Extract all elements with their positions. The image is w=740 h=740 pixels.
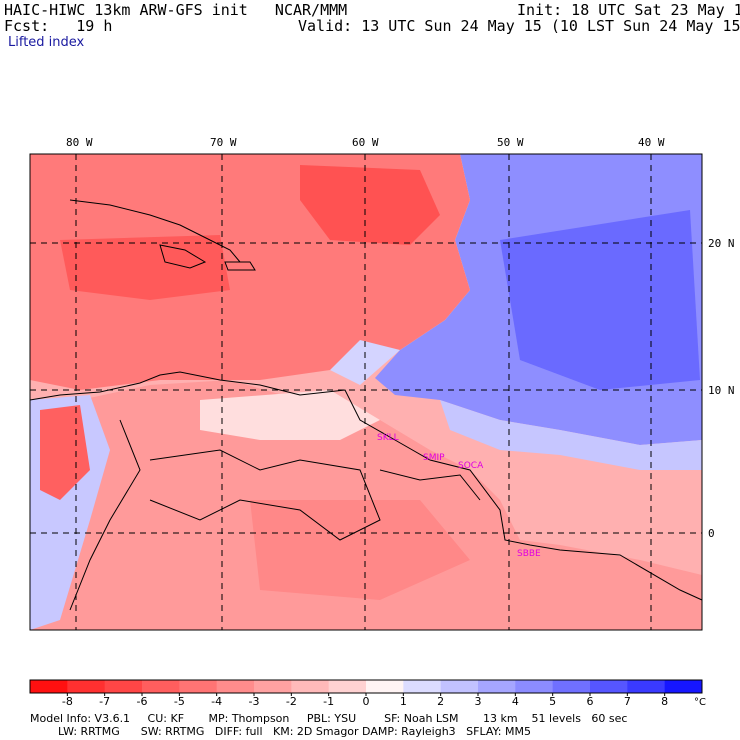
colorbar-swatch [104, 680, 143, 693]
model-title: HAIC-HIWC 13km ARW-GFS init NCAR/MMM [4, 1, 348, 19]
lon-labels: 80 W 70 W 60 W 50 W 40 W [66, 136, 665, 149]
colorbar-tick-label: 6 [587, 695, 594, 708]
station-soca: SOCA [458, 461, 484, 471]
colorbar-swatch [142, 680, 180, 693]
colorbar-swatch [366, 680, 404, 693]
colorbar-swatch [627, 680, 666, 693]
guiana-contour [379, 469, 481, 501]
colorbar-tick-label: -8 [62, 695, 73, 708]
colorbar-tick-label: 7 [624, 695, 631, 708]
basin-contour [149, 449, 381, 541]
station-skll: SKLL [377, 433, 399, 443]
colorbar-swatch [328, 680, 367, 693]
colorbar: -8 -7 -6 -5 -4 -3 -2 -1 0 1 2 3 4 5 6 7 8 °C [29, 679, 706, 708]
colorbar-unit: °C [694, 697, 706, 708]
colorbar-tick-label: 8 [661, 695, 668, 708]
footer-physics-info: LW: RRTMG SW: RRTMG DIFF: full KM: 2D Sm… [30, 725, 531, 738]
map-frame [29, 153, 703, 631]
station-labels: SKLL SMIP SOCA SBBE [377, 433, 541, 559]
hispaniola-coast [159, 244, 207, 269]
colorbar-swatch [30, 680, 68, 693]
colorbar-swatch [291, 680, 330, 693]
lat-labels: 20 N 10 N 0 [708, 237, 735, 540]
transition-band-south [440, 400, 702, 470]
colorbar-tick-label: 4 [512, 695, 519, 708]
amazon-region [250, 500, 470, 600]
stable-region-core [500, 210, 700, 390]
colorbar-swatch [254, 680, 292, 693]
venezuela-neutral [200, 390, 380, 440]
colorbar-swatch [440, 680, 479, 693]
footer-model-info: Model Info: V3.6.1 CU: KF MP: Thompson P… [30, 712, 628, 725]
unstable-core-atlantic [300, 165, 440, 245]
colorbar-tick-label: 1 [400, 695, 407, 708]
colorbar-tick-label: -7 [99, 695, 110, 708]
forecast-hour: Fcst: 19 h [4, 17, 113, 35]
lon-label-80w: 80 W [66, 136, 93, 149]
field-name: Lifted index [8, 35, 85, 50]
colorbar-tick-label: -3 [249, 695, 260, 708]
colorbar-swatch [403, 680, 442, 693]
colorbar-tick-label: 0 [363, 695, 370, 708]
colorbar-swatch [664, 680, 703, 693]
lat-label-0: 0 [708, 527, 715, 540]
unstable-core-west [60, 235, 230, 300]
station-smip: SMIP [423, 453, 445, 463]
colorbar-tick-label: -1 [323, 695, 334, 708]
coastlines [29, 199, 703, 611]
init-time: Init: 18 UTC Sat 23 May 15 [517, 1, 740, 19]
south-america-coast [29, 371, 703, 601]
colorbar-swatch [179, 680, 218, 693]
lat-label-20n: 20 N [708, 237, 735, 250]
colorbar-tick-label: -4 [211, 695, 222, 708]
lon-label-70w: 70 W [210, 136, 237, 149]
colorbar-tick-label: 3 [475, 695, 482, 708]
colorbar-tick-label: -2 [286, 695, 297, 708]
station-sbbe: SBBE [517, 549, 541, 559]
lat-label-10n: 10 N [708, 384, 735, 397]
colorbar-tick-label: 2 [437, 695, 444, 708]
cuba-coast [69, 199, 241, 263]
lon-label-40w: 40 W [638, 136, 665, 149]
colorbar-swatch [515, 680, 554, 693]
colorbar-swatch [552, 680, 591, 693]
colorbar-swatch [67, 680, 106, 693]
colorbar-tick-label: -6 [137, 695, 148, 708]
lon-label-60w: 60 W [352, 136, 379, 149]
colombia-unstable [40, 405, 90, 500]
latlon-grid [30, 154, 702, 630]
colorbar-swatch [590, 680, 628, 693]
andes-ridge [69, 419, 141, 611]
colorbar-tick-label: -5 [174, 695, 185, 708]
valid-time: Valid: 13 UTC Sun 24 May 15 (10 LST Sun … [298, 17, 740, 35]
lon-label-50w: 50 W [497, 136, 524, 149]
colorbar-swatch [478, 680, 516, 693]
colorbar-swatch [216, 680, 255, 693]
colorbar-tick-label: 5 [549, 695, 556, 708]
puerto-rico-coast [224, 261, 256, 271]
